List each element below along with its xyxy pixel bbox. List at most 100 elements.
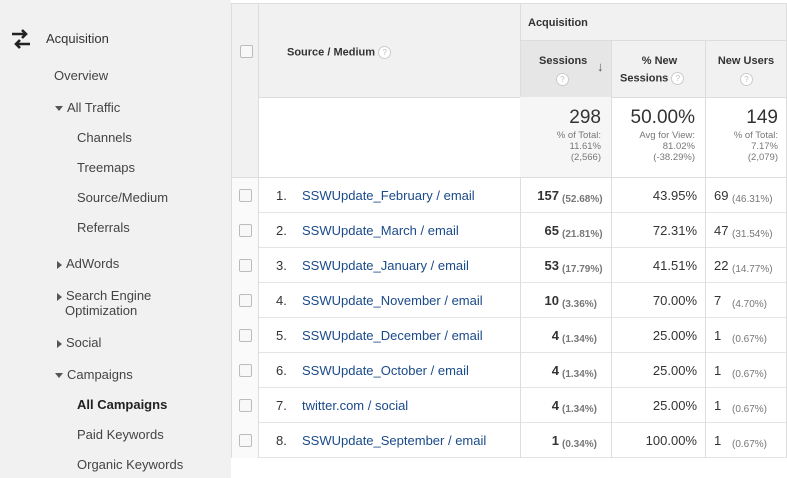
row-index: 8. bbox=[276, 433, 287, 448]
source-medium-link[interactable]: SSWUpdate_December / email bbox=[302, 328, 483, 343]
column-divider bbox=[705, 318, 706, 353]
row-index: 5. bbox=[276, 328, 287, 343]
source-medium-link[interactable]: SSWUpdate_March / email bbox=[302, 223, 459, 238]
sessions-cell: 10 bbox=[545, 293, 559, 308]
sidebar-section-acquisition[interactable]: Acquisition bbox=[46, 31, 109, 46]
new-users-value: 47 bbox=[714, 223, 729, 238]
sidebar-item-all-campaigns[interactable]: All Campaigns bbox=[77, 397, 168, 412]
source-medium-link[interactable]: SSWUpdate_October / email bbox=[302, 363, 469, 378]
total-detail-line: (2,079) bbox=[747, 152, 778, 163]
row-select-cell bbox=[231, 213, 259, 248]
help-icon[interactable]: ? bbox=[378, 46, 392, 59]
column-divider bbox=[611, 353, 612, 388]
sessions-pct-cell: (17.79%) bbox=[562, 260, 603, 275]
source-medium-link[interactable]: SSWUpdate_September / email bbox=[302, 433, 487, 448]
sidebar-item-paid-keywords[interactable]: Paid Keywords bbox=[77, 427, 164, 442]
column-divider bbox=[520, 213, 521, 248]
sessions-value: 65 bbox=[544, 223, 559, 238]
dimension-header-text: Source / Medium bbox=[287, 46, 376, 59]
sidebar-item-channels[interactable]: Channels bbox=[77, 130, 132, 145]
source-medium-link[interactable]: SSWUpdate_November / email bbox=[302, 293, 483, 308]
sessions-cell: 4 bbox=[552, 363, 559, 378]
sessions-value: 53 bbox=[544, 258, 559, 273]
sidebar-item-organic-keywords[interactable]: Organic Keywords bbox=[77, 457, 184, 472]
new-users-pct-cell: (0.67%) bbox=[732, 435, 767, 450]
sidebar-item-all-traffic[interactable]: All Traffic bbox=[55, 100, 120, 115]
column-divider bbox=[611, 213, 612, 248]
sidebar-item-label: All Traffic bbox=[67, 100, 121, 115]
new-sessions-value: 41.51% bbox=[652, 258, 697, 273]
row-checkbox[interactable] bbox=[239, 434, 252, 447]
sessions-pct: (17.79%) bbox=[562, 264, 603, 275]
row-checkbox[interactable] bbox=[239, 329, 252, 342]
new-users-value: 22 bbox=[714, 258, 729, 273]
sidebar-item-referrals[interactable]: Referrals bbox=[77, 220, 130, 235]
sessions-pct: (1.34%) bbox=[562, 369, 598, 380]
sidebar-item-label: Search Engine bbox=[66, 288, 152, 303]
source-medium-link[interactable]: SSWUpdate_February / email bbox=[302, 188, 475, 203]
sidebar-item-social[interactable]: Social bbox=[57, 335, 101, 350]
select-all-checkbox[interactable] bbox=[240, 45, 253, 58]
row-checkbox[interactable] bbox=[239, 294, 252, 307]
sessions-value: 4 bbox=[551, 363, 559, 378]
new-sessions-header[interactable]: % New Sessions ? bbox=[611, 40, 706, 98]
sidebar-item-label: Social bbox=[66, 335, 102, 350]
column-divider bbox=[705, 283, 706, 318]
table-row: 3. SSWUpdate_January / email 53 (17.79%) 41.… bbox=[231, 248, 787, 283]
totals-new-sessions-cell: 50.00% Avg for View: 81.02% (-38.29%) bbox=[611, 97, 706, 178]
help-icon[interactable]: ? bbox=[740, 73, 753, 86]
column-divider bbox=[705, 178, 706, 213]
new-users-pct: (4.70%) bbox=[732, 299, 768, 310]
sessions-pct-cell: (1.34%) bbox=[562, 400, 597, 415]
sessions-pct-cell: (1.34%) bbox=[562, 365, 597, 380]
sidebar-item-campaigns[interactable]: Campaigns bbox=[55, 367, 133, 382]
column-divider bbox=[611, 423, 612, 458]
total-detail-line: (2,566) bbox=[570, 152, 601, 163]
acquisition-group-header: Acquisition bbox=[520, 3, 787, 41]
row-index: 6. bbox=[276, 363, 287, 378]
row-checkbox[interactable] bbox=[239, 364, 252, 377]
total-detail-line: (-38.29%) bbox=[653, 152, 695, 163]
sidebar: Acquisition Overview All Traffic Channel… bbox=[0, 0, 231, 478]
column-divider bbox=[705, 423, 706, 458]
sidebar-item-label: Optimization bbox=[65, 303, 138, 318]
dimension-header[interactable]: Source / Medium ? bbox=[258, 3, 521, 98]
total-detail-line: Avg for View: bbox=[639, 130, 695, 141]
acquisition-icon bbox=[12, 29, 30, 49]
new-users-header-label: New Users bbox=[717, 55, 775, 67]
new-sessions-header-text: Sessions bbox=[620, 72, 669, 85]
row-checkbox[interactable] bbox=[239, 259, 252, 272]
sessions-header[interactable]: Sessions ? ↓ bbox=[520, 40, 612, 98]
sessions-pct: (21.81%) bbox=[562, 229, 603, 240]
source-medium-link[interactable]: SSWUpdate_January / email bbox=[302, 258, 469, 273]
sessions-cell: 65 bbox=[545, 223, 559, 238]
sort-descending-icon[interactable]: ↓ bbox=[597, 59, 604, 74]
column-divider bbox=[705, 388, 706, 423]
totals-new-users-cell: 149 % of Total: 7.17% (2,079) bbox=[705, 97, 787, 178]
row-index: 3. bbox=[276, 258, 287, 273]
new-sessions-value: 43.95% bbox=[652, 188, 697, 203]
column-divider bbox=[611, 318, 612, 353]
new-users-value: 7 bbox=[714, 293, 722, 308]
row-checkbox[interactable] bbox=[239, 399, 252, 412]
new-users-pct-cell: (0.67%) bbox=[732, 400, 767, 415]
total-detail-line: % of Total: bbox=[556, 130, 601, 141]
new-users-pct: (14.77%) bbox=[732, 264, 773, 275]
column-divider bbox=[611, 283, 612, 318]
sessions-pct-cell: (3.36%) bbox=[562, 295, 597, 310]
row-checkbox[interactable] bbox=[239, 224, 252, 237]
caret-right-icon bbox=[57, 339, 62, 348]
help-icon[interactable]: ? bbox=[556, 73, 569, 86]
sidebar-item-seo[interactable]: Search Engine Optimization bbox=[57, 288, 151, 318]
help-icon[interactable]: ? bbox=[671, 72, 685, 85]
column-divider bbox=[611, 178, 612, 213]
sidebar-item-overview[interactable]: Overview bbox=[54, 68, 109, 83]
row-checkbox[interactable] bbox=[239, 189, 252, 202]
sidebar-item-adwords[interactable]: AdWords bbox=[57, 256, 119, 271]
source-medium-link[interactable]: twitter.com / social bbox=[302, 398, 409, 413]
new-users-header[interactable]: New Users ? bbox=[705, 40, 787, 98]
sidebar-item-treemaps[interactable]: Treemaps bbox=[77, 160, 136, 175]
sidebar-item-source-medium[interactable]: Source/Medium bbox=[77, 190, 169, 205]
total-detail-line: 11.61% bbox=[569, 141, 601, 152]
sessions-pct-cell: (21.81%) bbox=[562, 225, 603, 240]
